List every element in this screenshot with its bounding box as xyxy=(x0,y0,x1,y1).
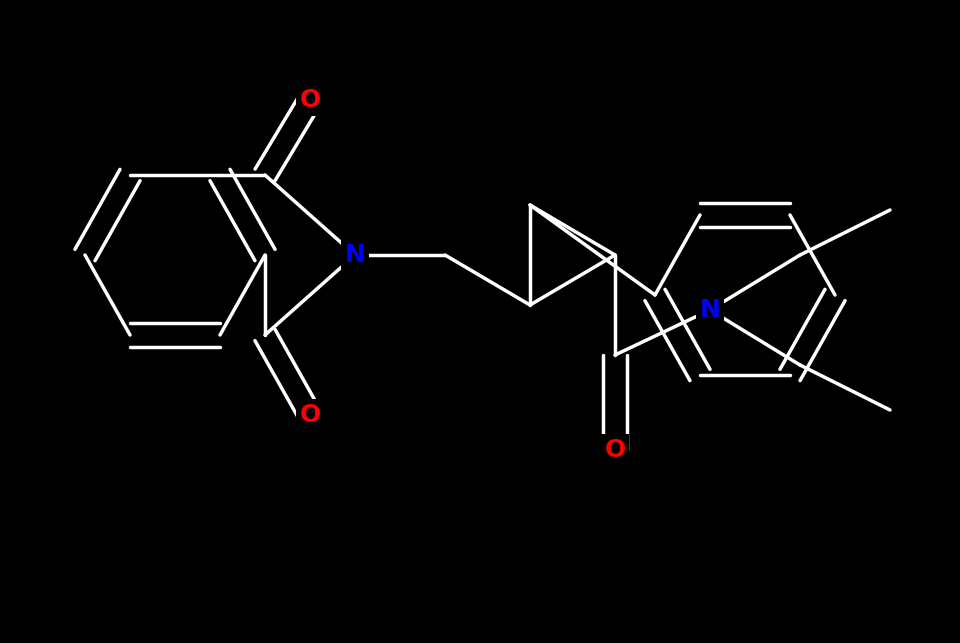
Text: O: O xyxy=(300,403,321,427)
Text: N: N xyxy=(345,243,366,267)
Text: O: O xyxy=(300,88,321,112)
Text: O: O xyxy=(605,438,626,462)
Text: N: N xyxy=(700,298,720,322)
